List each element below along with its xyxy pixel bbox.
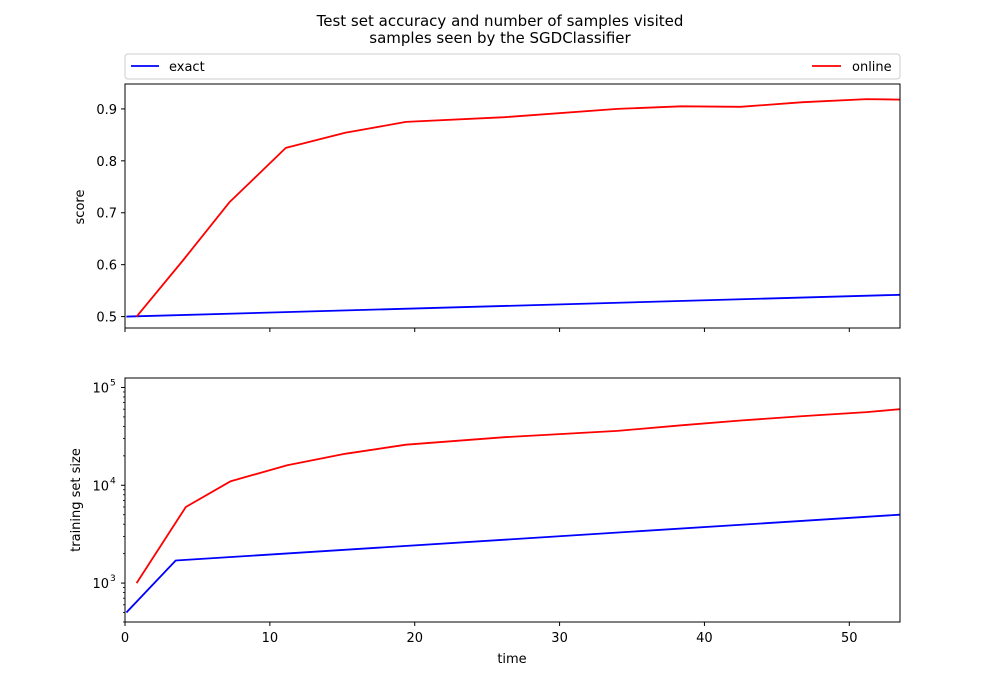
training-size-y-axis-label: training set size: [69, 448, 84, 552]
legend: exact online: [124, 53, 901, 80]
score-y-tick-label: 0.9: [96, 103, 117, 118]
score-y-tick-label: 0.6: [96, 259, 117, 274]
x-tick-label: 20: [406, 631, 423, 646]
score-exact-line: [126, 293, 901, 318]
legend-frame: [124, 53, 901, 80]
score-x-ticks: [124, 328, 850, 332]
x-tick-label: 40: [696, 631, 713, 646]
legend-exact-label: exact: [169, 60, 205, 75]
x-tick-label: 50: [841, 631, 858, 646]
score-subplot: 0.5 0.6 0.7 0.8 0.9 score: [73, 83, 901, 332]
x-tick-label: 10: [262, 631, 279, 646]
size-y-tick-label: 10: [92, 381, 109, 396]
score-y-ticks: 0.5 0.6 0.7 0.8 0.9: [96, 103, 125, 326]
training-size-axes-frame: [124, 377, 901, 623]
x-tick-label: 0: [121, 631, 129, 646]
score-series-lines: [126, 98, 901, 318]
score-axes-frame: [124, 83, 901, 329]
chart-title-line1: Test set accuracy and number of samples …: [316, 12, 684, 30]
size-y-tick-exponent: 5: [110, 378, 116, 388]
score-y-tick-label: 0.8: [96, 155, 117, 170]
x-axis-label: time: [497, 652, 526, 667]
size-y-tick-label: 10: [92, 479, 109, 494]
size-y-tick-exponent: 3: [110, 574, 116, 584]
size-y-tick-label: 10: [92, 577, 109, 592]
chart-title-line2: samples seen by the SGDClassifier: [369, 29, 631, 47]
training-size-series-lines: [125, 408, 901, 614]
score-y-tick-label: 0.7: [96, 207, 117, 222]
training-size-x-ticks: 0 10 20 30 40 50: [121, 622, 858, 646]
size-exact-line: [125, 513, 901, 614]
legend-online-label: online: [852, 60, 892, 75]
score-y-tick-label: 0.5: [96, 311, 117, 326]
score-y-axis-label: score: [73, 190, 88, 225]
size-online-line: [135, 408, 901, 584]
size-y-tick-exponent: 4: [110, 476, 116, 486]
score-online-line: [135, 98, 901, 318]
x-tick-label: 30: [551, 631, 568, 646]
